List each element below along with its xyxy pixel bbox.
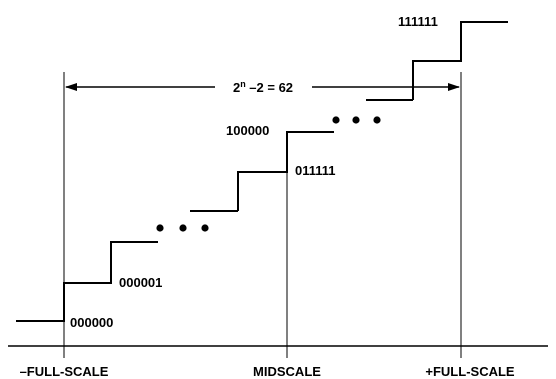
span-label-exponent: n: [240, 79, 246, 89]
ellipsis-dot: [332, 116, 340, 124]
span-label-rest: –2 = 62: [246, 80, 293, 95]
code-label-111111: 111111: [398, 14, 438, 29]
ellipsis-dot: [156, 224, 164, 232]
ellipsis-upper: [332, 116, 381, 124]
ellipsis-dot: [352, 116, 360, 124]
ellipsis-dot: [201, 224, 209, 232]
staircase-upper: [412, 21, 508, 100]
ellipsis-dot: [373, 116, 381, 124]
staircase-lower: [16, 241, 158, 322]
code-label-000001: 000001: [119, 275, 162, 290]
code-label-100000: 100000: [226, 123, 269, 138]
span-label-base: 2: [233, 80, 240, 95]
ellipsis-lower: [156, 224, 209, 232]
axis-label-midscale: MIDSCALE: [253, 364, 321, 379]
code-label-011111: 011111: [295, 163, 336, 178]
ellipsis-dot: [179, 224, 187, 232]
axis-label-minus-full-scale: –FULL-SCALE: [20, 364, 109, 379]
staircase-middle: [237, 131, 334, 211]
span-label: 2n –2 = 62: [233, 79, 293, 95]
code-label-000000: 000000: [70, 315, 113, 330]
axis-label-plus-full-scale: +FULL-SCALE: [425, 364, 515, 379]
